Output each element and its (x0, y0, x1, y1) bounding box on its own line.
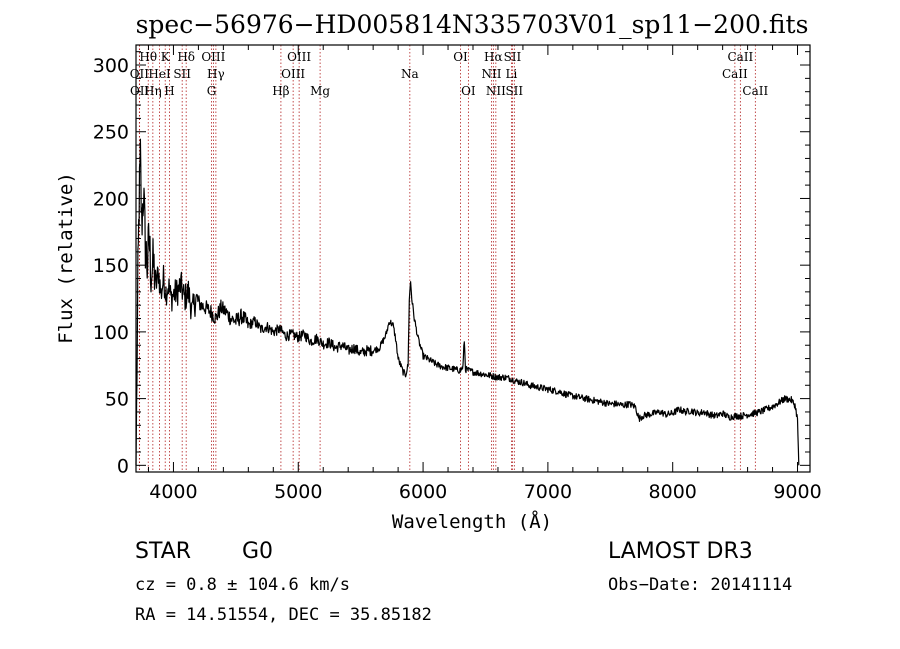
line-label-12: Hβ (272, 84, 289, 98)
line-label-16: Na (401, 67, 419, 81)
line-label-21: NII (486, 84, 506, 98)
line-label-1: OII (130, 67, 150, 81)
line-label-4: HeI (148, 67, 171, 81)
spectral-line-markers (138, 45, 756, 472)
coordinates: RA = 14.51554, DEC = 35.85182 (135, 605, 432, 625)
line-label-6: H (164, 84, 174, 98)
y-tick-label-4: 200 (93, 188, 129, 210)
line-label-9: OIII (201, 50, 225, 64)
line-label-2: OII (130, 84, 150, 98)
survey-name: LAMOST DR3 (608, 539, 753, 564)
plot-frame (135, 44, 811, 473)
y-tick-label-3: 150 (93, 255, 129, 277)
y-tick-label-0: 0 (117, 455, 129, 477)
x-axis-label: Wavelength (Å) (392, 510, 552, 533)
line-label-0: Hθ (139, 50, 157, 64)
line-label-14: OIII (287, 50, 311, 64)
line-label-13: OIII (281, 67, 305, 81)
y-tick-label-1: 50 (105, 389, 129, 411)
x-tick-label-5: 9000 (773, 481, 821, 503)
x-tick-label-2: 6000 (399, 481, 447, 503)
redshift-readout: cz = 0.8 ± 104.6 km/s (135, 575, 350, 595)
line-label-15: Mg (310, 84, 330, 98)
line-label-24: SII (505, 84, 523, 98)
line-label-11: G (207, 84, 217, 98)
object-class: STAR (135, 539, 191, 564)
line-label-22: SII (504, 50, 522, 64)
y-axis-label: Flux (relative) (55, 172, 77, 344)
spectrum-series-line (135, 138, 800, 466)
x-tick-label-1: 5000 (274, 481, 322, 503)
y-axis: 0 50 100 150 200 250 300 (93, 51, 810, 477)
line-label-19: Hα (484, 50, 503, 64)
object-subclass: G0 (242, 539, 273, 564)
line-label-7: SII (173, 67, 191, 81)
line-label-10: Hγ (207, 67, 225, 81)
line-label-27: CaII (742, 84, 768, 98)
line-label-20: NII (481, 67, 501, 81)
obs-date: Obs−Date: 20141114 (608, 575, 792, 595)
line-label-25: CaII (727, 50, 753, 64)
line-label-26: CaII (722, 67, 748, 81)
line-label-18: OI (461, 84, 476, 98)
y-tick-label-6: 300 (93, 55, 129, 77)
y-tick-label-2: 100 (93, 322, 129, 344)
x-tick-label-3: 7000 (524, 481, 572, 503)
x-tick-label-4: 8000 (649, 481, 697, 503)
line-label-3: Hη (144, 84, 162, 98)
x-tick-label-0: 4000 (149, 481, 197, 503)
line-label-23: Li (506, 67, 518, 81)
y-tick-label-5: 250 (93, 122, 129, 144)
chart-title: spec−56976−HD005814N335703V01_sp11−200.f… (136, 10, 809, 39)
x-axis: 4000 5000 6000 7000 8000 9000 (147, 45, 822, 503)
line-label-17: OI (453, 50, 468, 64)
line-label-8: Hδ (177, 50, 195, 64)
line-label-5: K (161, 50, 171, 64)
